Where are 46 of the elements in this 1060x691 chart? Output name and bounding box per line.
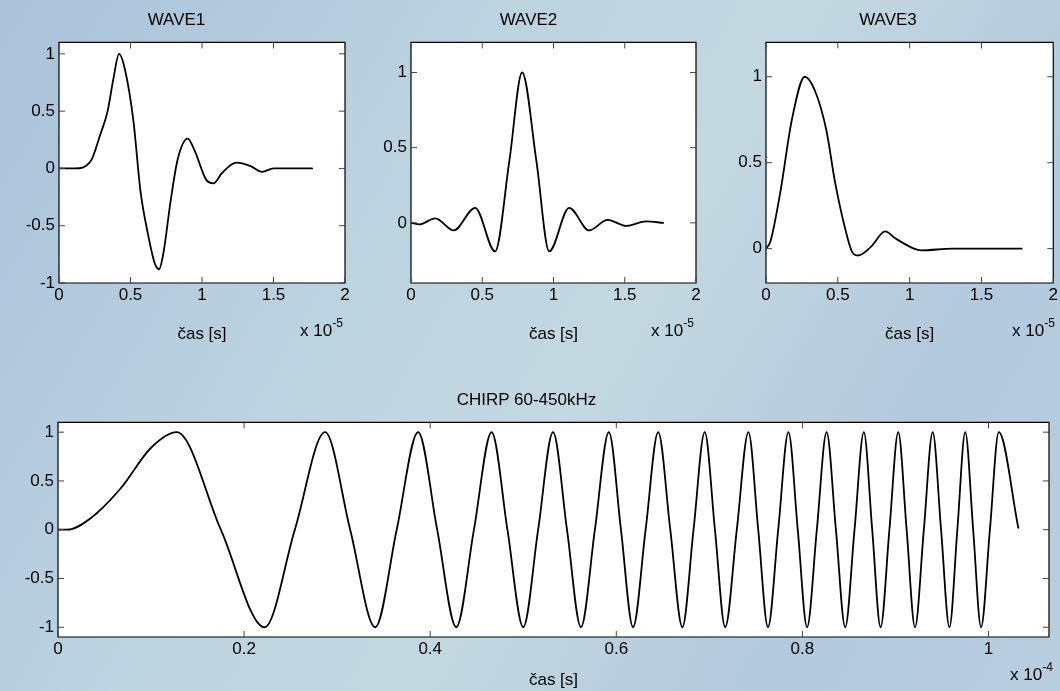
x-tick-label: 0.6 — [604, 638, 629, 658]
y-tick-label: 1 — [44, 421, 54, 441]
line-series — [411, 71, 665, 253]
y-tick-label: 0.5 — [383, 137, 407, 157]
x-tick-label: 0.4 — [418, 638, 443, 658]
x-tick-label: 2 — [1048, 284, 1059, 304]
x-tick-label: 1 — [548, 284, 559, 304]
x-tick-label: 2 — [691, 284, 701, 304]
x-tick-label: 1.5 — [612, 284, 637, 304]
y-tick-label: 1 — [752, 66, 762, 86]
chart-title: CHIRP 60-450kHz — [456, 389, 597, 409]
chart-title: WAVE3 — [859, 9, 917, 29]
y-tick-label: -0.5 — [25, 215, 55, 235]
y-tick-label: 1 — [397, 62, 407, 82]
x-tick-label: 0.5 — [118, 284, 143, 304]
text: x 10$^{-5}$ — [300, 316, 343, 341]
x-tick-label: 1 — [904, 284, 915, 304]
x-tick-label: 1.5 — [969, 284, 994, 304]
x-tick-label: 1 — [983, 638, 994, 658]
y-tick-label: 0.5 — [738, 152, 762, 172]
y-tick-label: -1 — [39, 272, 55, 292]
y-tick-label: -0.5 — [24, 568, 54, 588]
x-tick-label: 0.8 — [790, 638, 815, 658]
y-tick-label: 0.5 — [31, 100, 55, 120]
text: x 10$^{-5}$ — [651, 316, 694, 341]
text: x 10$^{-5}$ — [1012, 316, 1055, 341]
y-tick-label: 0 — [45, 158, 55, 178]
chart-title: WAVE1 — [147, 9, 206, 29]
x-axis-title: čas [s] — [528, 324, 579, 344]
y-tick-label: 0.5 — [30, 470, 54, 490]
y-tick-label: 0 — [397, 212, 407, 232]
x-tick-label: 0.5 — [470, 284, 495, 304]
chart-title: WAVE2 — [499, 9, 558, 29]
x-tick-label: 1.5 — [261, 284, 286, 304]
x-tick-label: 1 — [197, 284, 207, 304]
x-tick-label: 0.5 — [826, 284, 850, 304]
x-axis-title: čas [s] — [885, 324, 935, 344]
x-tick-label: 2 — [340, 284, 350, 304]
y-tick-label: 0 — [44, 519, 54, 539]
y-tick-label: -1 — [38, 616, 54, 636]
y-tick-label: 0 — [752, 238, 762, 258]
x-axis-title: čas [s] — [528, 670, 579, 690]
x-axis-title: čas [s] — [177, 324, 227, 344]
text: x 10$^{-4}$ — [1010, 660, 1053, 685]
x-tick-label: 0.2 — [232, 638, 256, 658]
y-tick-label: 1 — [45, 43, 55, 63]
